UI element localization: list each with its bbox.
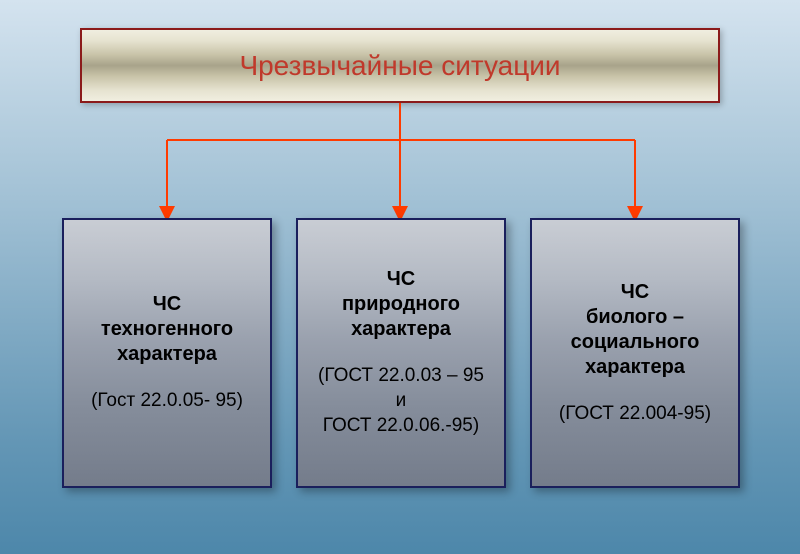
- box-sub: (Гост 22.0.05- 95): [91, 389, 243, 414]
- box-sub: (ГОСТ 22.004-95): [559, 402, 711, 427]
- box-title: ЧСтехногенного характера: [76, 292, 258, 367]
- box-natural: ЧСприродногохарактера (ГОСТ 22.0.03 – 95…: [296, 218, 506, 488]
- box-sub: (ГОСТ 22.0.03 – 95иГОСТ 22.0.06.-95): [318, 364, 484, 438]
- box-title: ЧСприродногохарактера: [342, 267, 460, 342]
- header-bar: Чрезвычайные ситуации: [80, 28, 720, 103]
- header-title: Чрезвычайные ситуации: [239, 50, 560, 82]
- box-biosocial: ЧСбиолого –социального характера (ГОСТ 2…: [530, 218, 740, 488]
- box-title: ЧСбиолого –социального характера: [544, 280, 726, 380]
- box-technogenic: ЧСтехногенного характера (Гост 22.0.05- …: [62, 218, 272, 488]
